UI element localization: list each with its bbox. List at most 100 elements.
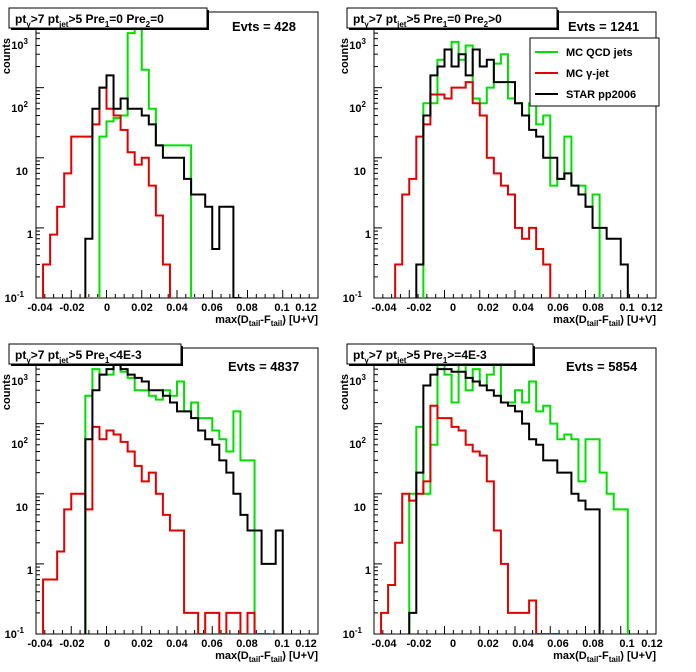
x-tick-label: 0.06 (201, 638, 222, 650)
y-tick-label-1000: 103 (11, 37, 28, 52)
x-tick-labels: -0.04 -0.02 0 0.02 0.04 0.06 0.08 0.1 0.… (371, 638, 662, 650)
panel-0: counts 1 10 102 103 10-1 -0.04 -0.02 0 0… (1, 7, 319, 328)
legend-label-mc-gamma: MC γ-jet (566, 68, 609, 80)
x-tick-label: 0.1 (619, 302, 634, 314)
events-count: Evts = 428 (232, 19, 296, 34)
x-tick-label: -0.02 (406, 638, 431, 650)
events-count: Evts = 4837 (228, 359, 299, 374)
x-tick-label: 0.06 (547, 638, 568, 650)
x-tick-label: 0 (104, 638, 110, 650)
y-tick-label-1: 1 (365, 565, 371, 577)
y-tick-label-1000: 103 (11, 373, 28, 388)
y-tick-label-0p1: 10-1 (343, 626, 363, 641)
axis-ticks (35, 353, 319, 635)
x-tick-label: 0.02 (477, 638, 498, 650)
y-tick-label-0p1: 10-1 (5, 626, 25, 641)
axis-ticks (373, 353, 657, 635)
x-tick-label: 0.1 (274, 302, 289, 314)
x-tick-label: 0.1 (274, 638, 289, 650)
histogram-mc-gamma (394, 81, 552, 298)
y-tick-label-1000: 103 (349, 37, 366, 52)
y-tick-label-10: 10 (354, 502, 366, 514)
panel-title: ptγ>7 ptjet>5 Pre1>=4E-3 (353, 348, 487, 365)
x-tick-label: -0.02 (59, 638, 84, 650)
x-tick-label: -0.04 (27, 302, 53, 314)
panel-title: ptγ>7 ptjet>5 Pre1=0 Pre2>0 (353, 12, 502, 29)
y-axis-label: counts (1, 38, 13, 74)
panel-title-box: ptγ>7 ptjet>5 Pre1=0 Pre2>0 (346, 7, 559, 30)
y-tick-labels: 1 10 102 103 10-1 (5, 37, 33, 305)
x-tick-label: -0.02 (59, 302, 84, 314)
panel-title: ptγ>7 ptjet>5 Pre1=0 Pre2=0 (15, 12, 164, 29)
axis-ticks (35, 17, 319, 299)
y-axis-label: counts (339, 374, 351, 410)
plot-frame (35, 11, 319, 299)
x-tick-label: 0.04 (166, 302, 188, 314)
y-tick-label-1: 1 (27, 565, 33, 577)
x-tick-label: 0.12 (295, 638, 316, 650)
x-tick-label: 0 (104, 302, 110, 314)
x-tick-label: 0.04 (512, 302, 534, 314)
y-axis-label: counts (1, 374, 13, 410)
x-tick-label: 0.02 (477, 302, 498, 314)
x-tick-labels: -0.04 -0.02 0 0.02 0.04 0.06 0.08 0.1 0.… (27, 302, 316, 314)
x-tick-label: 0.08 (236, 638, 257, 650)
x-axis-label: max(Dtail-Ftail) [U+V] (215, 314, 318, 328)
y-tick-label-0p1: 10-1 (343, 290, 363, 305)
panel-1: counts 1 10 102 103 10-1 -0.04 -0.02 0 0… (339, 7, 663, 328)
x-tick-label: 0.06 (547, 302, 568, 314)
y-axis-label: counts (339, 38, 351, 74)
histogram-mc-gamma (42, 86, 171, 298)
x-tick-label: -0.04 (27, 638, 53, 650)
y-tick-labels: 1 10 102 103 10-1 (343, 37, 371, 305)
y-tick-labels: 1 10 102 103 10-1 (343, 373, 371, 641)
x-tick-label: 0 (450, 302, 456, 314)
y-tick-label-100: 102 (11, 436, 28, 451)
x-axis-label: max(Dtail-Ftail) [U+V] (215, 650, 318, 664)
legend-label-mc-qcd: MC QCD jets (566, 47, 633, 59)
x-axis-label: max(Dtail-Ftail) [U+V] (553, 314, 656, 328)
events-count: Evts = 5854 (566, 359, 638, 374)
x-tick-label: 0.04 (166, 638, 188, 650)
panel-title: ptγ>7 ptjet>5 Pre1<4E-3 (15, 348, 142, 365)
x-tick-label: 0.04 (512, 638, 534, 650)
y-tick-label-1: 1 (27, 229, 33, 241)
x-tick-label: -0.04 (371, 302, 397, 314)
y-tick-label-100: 102 (11, 100, 28, 115)
events-count: Evts = 1241 (568, 19, 639, 34)
y-tick-label-10: 10 (16, 166, 28, 178)
histogram-star (408, 368, 601, 634)
x-tick-labels: -0.04 -0.02 0 0.02 0.04 0.06 0.08 0.1 0.… (371, 302, 662, 314)
x-tick-label: 0.06 (201, 302, 222, 314)
y-tick-label-10: 10 (354, 166, 366, 178)
y-tick-label-10: 10 (16, 502, 28, 514)
panel-3: counts 1 10 102 103 10-1 -0.04 -0.02 0 0… (339, 343, 663, 664)
x-tick-label: 0.12 (295, 302, 316, 314)
x-tick-labels: -0.04 -0.02 0 0.02 0.04 0.06 0.08 0.1 0.… (27, 638, 316, 650)
y-tick-label-1000: 103 (349, 373, 366, 388)
y-tick-labels: 1 10 102 103 10-1 (5, 373, 33, 641)
x-axis-label: max(Dtail-Ftail) [U+V] (553, 650, 656, 664)
x-tick-label: 0.08 (236, 302, 257, 314)
legend: MC QCD jets MC γ-jet STAR pp2006 (529, 37, 660, 107)
x-tick-label: 0.12 (641, 638, 662, 650)
x-tick-label: 0 (450, 638, 456, 650)
y-tick-label-100: 102 (349, 100, 366, 115)
panel-2: counts 1 10 102 103 10-1 -0.04 -0.02 0 0… (1, 343, 319, 664)
x-tick-label: 0.12 (641, 302, 662, 314)
panel-title-box: ptγ>7 ptjet>5 Pre1>=4E-3 (346, 343, 535, 366)
histogram-star (84, 74, 242, 298)
panel-title-box: ptγ>7 ptjet>5 Pre1<4E-3 (8, 343, 183, 366)
x-tick-label: 0.08 (582, 302, 603, 314)
x-tick-label: 0.08 (582, 638, 603, 650)
y-tick-label-100: 102 (349, 436, 366, 451)
x-tick-label: -0.04 (371, 638, 397, 650)
x-tick-label: -0.02 (406, 302, 431, 314)
x-tick-label: 0.02 (131, 302, 152, 314)
histogram-mc-gamma (42, 425, 270, 634)
x-tick-label: 0.02 (131, 638, 152, 650)
legend-label-star: STAR pp2006 (566, 89, 636, 101)
x-tick-label: 0.1 (619, 638, 634, 650)
panel-title-box: ptγ>7 ptjet>5 Pre1=0 Pre2=0 (8, 7, 209, 30)
